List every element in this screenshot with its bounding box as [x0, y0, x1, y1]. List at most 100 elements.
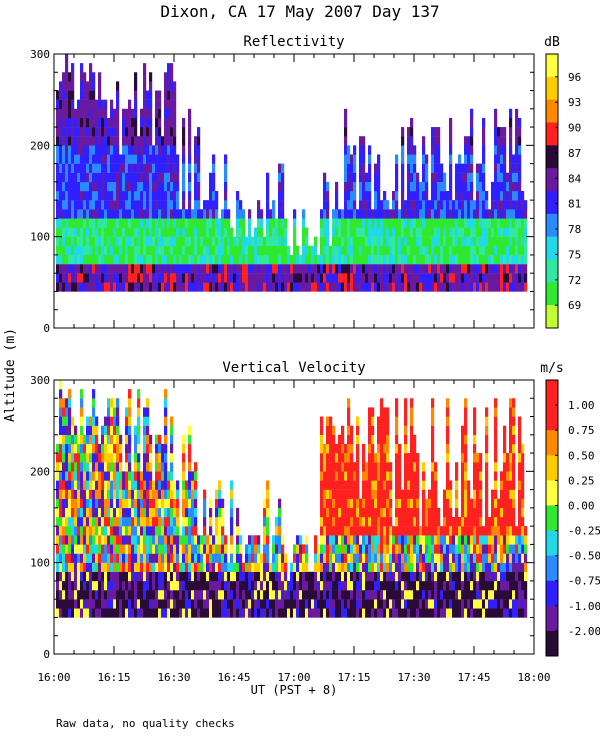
data-cell	[305, 571, 309, 582]
data-cell	[458, 181, 462, 192]
data-cell	[140, 172, 144, 183]
data-cell	[188, 172, 192, 183]
data-cell	[389, 227, 393, 237]
data-cell	[506, 245, 510, 256]
data-cell	[158, 108, 162, 119]
data-cell	[404, 535, 408, 545]
data-cell	[446, 416, 450, 426]
data-cell	[74, 553, 78, 563]
data-cell	[410, 453, 414, 463]
data-cell	[509, 245, 513, 256]
data-cell	[83, 590, 87, 600]
data-cell	[404, 507, 408, 518]
data-cell	[173, 245, 177, 256]
data-cell	[275, 526, 279, 536]
data-cell	[143, 544, 147, 554]
data-cell	[194, 580, 198, 591]
data-cell	[125, 462, 129, 472]
data-cell	[512, 264, 516, 274]
data-cell	[344, 453, 348, 463]
data-cell	[389, 553, 393, 563]
data-cell	[80, 590, 84, 600]
data-cell	[437, 218, 441, 228]
data-cell	[470, 562, 474, 572]
data-cell	[143, 407, 147, 417]
data-cell	[488, 580, 492, 591]
data-cell	[62, 526, 66, 536]
data-cell	[74, 507, 78, 518]
data-cell	[479, 562, 483, 572]
data-cell	[173, 227, 177, 237]
data-cell	[344, 480, 348, 490]
data-cell	[65, 127, 69, 137]
data-cell	[428, 218, 432, 228]
data-cell	[296, 553, 300, 563]
data-cell	[467, 200, 471, 210]
data-cell	[62, 81, 66, 91]
data-cell	[521, 245, 525, 256]
data-cell	[101, 108, 105, 119]
data-cell	[461, 218, 465, 228]
data-cell	[260, 227, 264, 237]
data-cell	[263, 254, 267, 265]
data-cell	[203, 580, 207, 591]
data-cell	[353, 507, 357, 518]
data-cell	[149, 200, 153, 210]
data-cell	[395, 398, 399, 408]
data-cell	[128, 273, 132, 283]
data-cell	[404, 227, 408, 237]
data-cell	[101, 163, 105, 173]
data-cell	[71, 453, 75, 463]
data-cell	[170, 181, 174, 192]
data-cell	[161, 136, 165, 146]
data-cell	[92, 136, 96, 146]
data-cell	[158, 117, 162, 128]
data-cell	[239, 571, 243, 582]
data-cell	[125, 553, 129, 563]
data-cell	[173, 590, 177, 600]
data-cell	[161, 553, 165, 563]
data-cell	[464, 227, 468, 237]
data-cell	[410, 117, 414, 128]
data-cell	[293, 590, 297, 600]
data-cell	[68, 489, 72, 499]
data-cell	[518, 273, 522, 283]
data-cell	[329, 245, 333, 256]
data-cell	[83, 535, 87, 545]
data-cell	[509, 498, 513, 509]
data-cell	[95, 181, 99, 192]
data-cell	[59, 181, 63, 192]
data-cell	[68, 407, 72, 417]
data-cell	[491, 553, 495, 563]
data-cell	[65, 489, 69, 499]
data-cell	[494, 416, 498, 426]
data-cell	[170, 209, 174, 219]
data-cell	[125, 154, 129, 164]
data-cell	[377, 443, 381, 454]
data-cell	[173, 90, 177, 100]
data-cell	[146, 273, 150, 283]
data-cell	[368, 608, 372, 618]
data-cell	[71, 443, 75, 454]
data-cell	[362, 218, 366, 228]
data-cell	[377, 590, 381, 600]
data-cell	[383, 544, 387, 554]
data-cell	[437, 209, 441, 219]
data-cell	[224, 282, 228, 292]
data-cell	[494, 526, 498, 536]
data-cell	[446, 590, 450, 600]
data-cell	[470, 535, 474, 545]
data-cell	[209, 544, 213, 554]
data-cell	[206, 227, 210, 237]
data-cell	[92, 154, 96, 164]
data-cell	[449, 608, 453, 618]
data-cell	[488, 209, 492, 219]
data-cell	[101, 507, 105, 518]
data-cell	[362, 181, 366, 192]
data-cell	[470, 136, 474, 146]
data-cell	[461, 264, 465, 274]
data-cell	[137, 218, 141, 228]
data-cell	[92, 209, 96, 219]
data-cell	[167, 273, 171, 283]
